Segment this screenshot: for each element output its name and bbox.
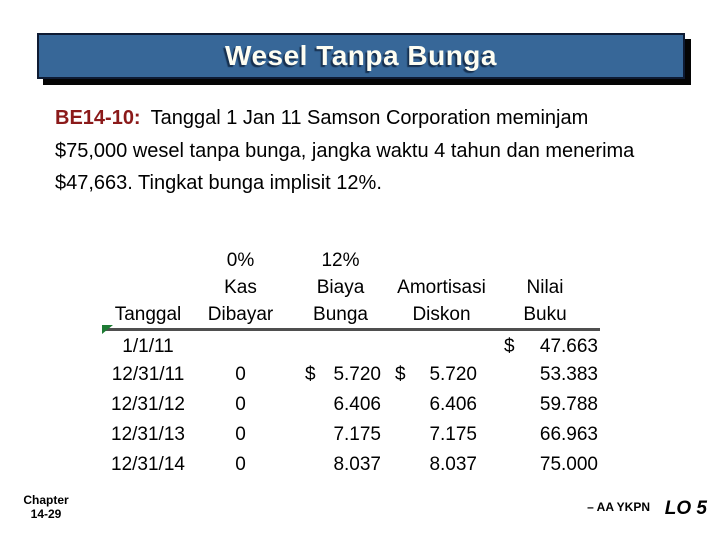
cell-nilai-buku: 66.963 [490,420,600,450]
header-nilai-line3: Buku [523,304,567,325]
header-tanggal-line3: Tanggal [114,304,182,325]
cell-biaya-bunga [288,330,393,360]
header-kas-dibayar: 0% Kas Dibayar [193,247,288,331]
cell-biaya-bunga: 6.406 [288,390,393,420]
title-bar: Wesel Tanpa Bunga [37,33,685,79]
cell-biaya-bunga: 7.175 [288,420,393,450]
header-kas-line1: 0% [226,250,255,271]
table-row: 1/1/11 $47.663 [103,330,600,360]
header-biaya-line3: Bunga [313,304,368,325]
cell-value: 59.788 [539,393,598,415]
credit-text: – AA YKPN [587,500,650,514]
cell-nilai-buku: 53.383 [490,360,600,390]
table-row: 12/31/14 0 8.037 8.037 75.000 [103,450,600,480]
cell-nilai-buku: 75.000 [490,450,600,480]
cell-value: 53.383 [539,363,598,385]
cell-value: 8.037 [333,453,381,475]
problem-line-1: BE14-10: Tanggal 1 Jan 11 Samson Corporat… [55,102,680,135]
table-row: 12/31/11 0 $5.720 $5.720 53.383 [103,360,600,390]
cell-kas-dibayar: 0 [235,363,246,385]
amortization-table-container: Tanggal 0% Kas Dibayar 12% Biaya Bunga [102,247,600,480]
cell-kas-dibayar: 0 [235,453,246,475]
currency-sign: $ [305,363,316,385]
problem-line-3: $47,663. Tingkat bunga implisit 12%. [55,172,382,194]
cell-value: 6.406 [429,393,477,415]
header-biaya-line1: 12% [321,250,360,271]
header-amortisasi-diskon: Amortisasi Diskon [393,247,490,331]
problem-line-1-text: Tanggal 1 Jan 11 Samson Corporation memi… [150,107,589,129]
currency-sign: $ [504,336,515,358]
header-amortisasi-line2: Amortisasi [397,277,486,298]
cell-biaya-bunga: $5.720 [288,360,393,390]
chapter-number: 14-29 [30,507,62,521]
header-nilai-buku: Nilai Buku [490,247,600,331]
chapter-footer: Chapter 14-29 [18,493,74,521]
excel-corner-marker-icon [102,325,113,334]
cell-value: 7.175 [333,423,381,445]
header-kas-line2: Kas [224,277,257,298]
cell-kas-dibayar: 0 [235,423,246,445]
cell-tanggal: 12/31/14 [111,453,185,475]
cell-value: 6.406 [333,393,381,415]
cell-nilai-buku: 59.788 [490,390,600,420]
header-amortisasi-line3: Diskon [412,304,471,325]
cell-amortisasi-diskon: $5.720 [393,360,490,390]
cell-value: 75.000 [539,453,598,475]
table-row: 12/31/12 0 6.406 6.406 59.788 [103,390,600,420]
cell-kas-dibayar: 0 [235,393,246,415]
cell-nilai-buku: $47.663 [490,330,600,360]
cell-value: 5.720 [429,363,477,385]
cell-amortisasi-diskon: 8.037 [393,450,490,480]
problem-line-2: $75,000 wesel tanpa bunga, jangka waktu … [55,139,635,162]
cell-value: 66.963 [539,423,598,445]
cell-kas-dibayar [193,330,288,360]
currency-sign: $ [395,363,406,385]
problem-label: BE14-10: [55,107,141,129]
learning-objective-label: LO 5 [664,498,707,519]
header-tanggal: Tanggal [103,247,193,331]
header-tanggal-line2 [103,274,193,301]
slide-title: Wesel Tanpa Bunga [225,40,497,71]
cell-value: 5.720 [333,363,381,385]
amortization-table: Tanggal 0% Kas Dibayar 12% Biaya Bunga [103,247,600,480]
cell-tanggal: 1/1/11 [122,336,174,358]
cell-value: 7.175 [429,423,477,445]
cell-tanggal: 12/31/13 [111,423,185,445]
header-amortisasi-line1 [393,247,490,274]
cell-tanggal: 12/31/12 [111,393,185,415]
header-biaya-bunga: 12% Biaya Bunga [288,247,393,331]
header-nilai-line2: Nilai [526,277,564,298]
header-kas-line3: Dibayar [207,304,274,325]
cell-amortisasi-diskon: 7.175 [393,420,490,450]
cell-biaya-bunga: 8.037 [288,450,393,480]
cell-tanggal: 12/31/11 [111,363,185,385]
table-header-row: Tanggal 0% Kas Dibayar 12% Biaya Bunga [103,247,600,331]
header-tanggal-line1 [103,247,193,274]
cell-value: 47.663 [539,336,598,358]
cell-value: 8.037 [429,453,477,475]
chapter-label: Chapter [23,493,69,507]
table-row: 12/31/13 0 7.175 7.175 66.963 [103,420,600,450]
header-biaya-line2: Biaya [316,277,365,298]
header-nilai-line1 [490,247,600,274]
cell-amortisasi-diskon: 6.406 [393,390,490,420]
problem-text: BE14-10: Tanggal 1 Jan 11 Samson Corporat… [55,102,680,200]
cell-amortisasi-diskon [393,330,490,360]
